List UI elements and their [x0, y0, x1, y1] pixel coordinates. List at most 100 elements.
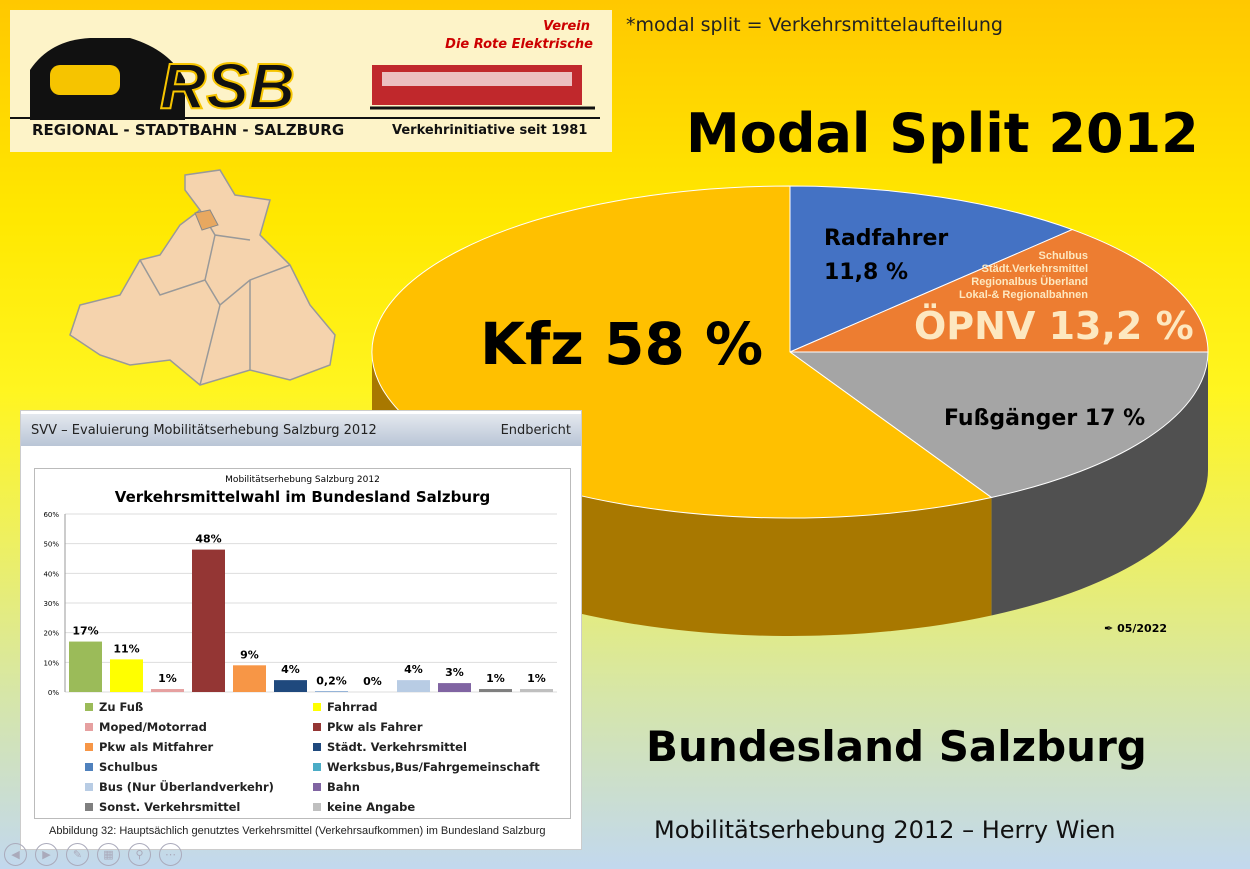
legend-item: Pkw als Fahrer	[313, 720, 423, 734]
legend-item: Sonst. Verkehrsmittel	[85, 800, 240, 814]
slideshow-nav: ◀ ▶ ✎ ▦ ⚲ ⋯	[4, 843, 182, 866]
slide-title: Modal Split 2012	[686, 102, 1199, 165]
pie-side-fußgänger	[991, 352, 1208, 616]
bar	[233, 665, 266, 692]
bar-data-label: 0%	[363, 675, 382, 688]
next-icon[interactable]: ▶	[35, 843, 58, 866]
bar-chart-box: Mobilitätserhebung Salzburg 2012 Verkehr…	[34, 468, 571, 819]
legend-item: Werksbus,Bus/Fahrgemeinschaft	[313, 760, 540, 774]
legend-item: Schulbus	[85, 760, 158, 774]
bar	[438, 683, 471, 692]
bar-data-label: 0,2%	[316, 674, 347, 687]
legend-swatch	[85, 743, 93, 751]
signature-date: ✒ 05/2022	[1104, 622, 1167, 635]
logo-tagline: Verkehrinitiative seit 1981	[392, 123, 587, 138]
bar	[479, 689, 512, 692]
legend-swatch	[313, 763, 321, 771]
logo-graphic: RSB Verein Die Rote Elektrische REGIONAL…	[10, 19, 600, 139]
region-title: Bundesland Salzburg	[646, 722, 1147, 771]
legend-label: Bus (Nur Überlandverkehr)	[99, 780, 274, 794]
legend-item: Bus (Nur Überlandverkehr)	[85, 780, 274, 794]
legend-swatch	[85, 803, 93, 811]
legend-label: keine Angabe	[327, 800, 416, 814]
logo-name: Die Rote Elektrische	[445, 37, 593, 52]
legend-item: keine Angabe	[313, 800, 415, 814]
legend-item: Pkw als Mitfahrer	[85, 740, 213, 754]
legend-item: Bahn	[313, 780, 360, 794]
oepnv-details: Schulbus Städt.Verkehrsmittel Regionalbu…	[908, 250, 1088, 302]
legend-swatch	[313, 743, 321, 751]
bar	[315, 691, 348, 692]
legend-label: Pkw als Mitfahrer	[99, 740, 214, 754]
y-tick-label: 0%	[48, 689, 59, 697]
logo-subtitle: REGIONAL - STADTBAHN - SALZBURG	[32, 121, 344, 139]
bar-data-label: 3%	[445, 666, 464, 679]
y-tick-label: 50%	[43, 541, 59, 549]
bar-chart-supertitle: Mobilitätserhebung Salzburg 2012	[225, 475, 380, 485]
legend-label: Sonst. Verkehrsmittel	[99, 800, 241, 814]
bar-chart-title: Verkehrsmittelwahl im Bundesland Salzbur…	[114, 488, 491, 506]
legend-swatch	[85, 723, 93, 731]
bar-chart: 0% 10% 20% 30% 40% 50% 60% 17% 11% 1% 48% 9% 4% 0,2% 0…	[43, 511, 557, 697]
legend-item: Moped/Motorrad	[85, 720, 207, 734]
y-tick-label: 10%	[43, 659, 59, 667]
bar-data-label: 9%	[240, 648, 259, 661]
oepnv-detail: Städt.Verkehrsmittel	[981, 263, 1088, 275]
legend-item: Städt. Verkehrsmittel	[313, 740, 467, 754]
legend-swatch	[85, 763, 93, 771]
legend-label: Werksbus,Bus/Fahrgemeinschaft	[327, 760, 540, 774]
logo-verein: Verein	[543, 19, 590, 34]
source-label: Mobilitätserhebung 2012 – Herry Wien	[654, 816, 1116, 844]
y-tick-label: 30%	[43, 600, 59, 608]
signature-icon: ✒	[1104, 622, 1114, 635]
legend-label: Bahn	[327, 780, 360, 794]
previous-icon[interactable]: ◀	[4, 843, 27, 866]
y-tick-label: 40%	[43, 570, 59, 578]
report-title: SVV – Evaluierung Mobilitätserhebung Sal…	[31, 422, 377, 438]
date-label: 05/2022	[1117, 622, 1168, 635]
salzburg-map	[69, 169, 336, 386]
pie-slice-öpnv	[789, 229, 1209, 353]
legend-label: Schulbus	[99, 760, 158, 774]
pie-value-radfahrer: 11,8 %	[824, 260, 908, 285]
pie-value-kfz: Kfz 58 %	[480, 310, 764, 378]
pen-icon[interactable]: ✎	[66, 843, 89, 866]
more-icon[interactable]: ⋯	[159, 843, 182, 866]
legend-swatch	[313, 703, 321, 711]
bar-data-label: 4%	[281, 663, 300, 676]
legend-label: Fahrrad	[327, 700, 378, 714]
legend-swatch	[313, 803, 321, 811]
modal-split-note: *modal split = Verkehrsmittelaufteilung	[626, 14, 1003, 36]
report-header: SVV – Evaluierung Mobilitätserhebung Sal…	[21, 414, 581, 446]
zoom-icon[interactable]: ⚲	[128, 843, 151, 866]
bar-data-label: 17%	[72, 625, 98, 638]
slides-icon[interactable]: ▦	[97, 843, 120, 866]
legend-label: Moped/Motorrad	[99, 720, 207, 734]
bar	[110, 659, 143, 692]
legend-item: Fahrrad	[313, 700, 377, 714]
legend-label: Zu Fuß	[99, 700, 144, 714]
bar-data-label: 1%	[527, 672, 546, 685]
bar-data-label: 4%	[404, 663, 423, 676]
bar	[151, 689, 184, 692]
pie-slice-fußgänger	[788, 351, 1209, 499]
logo-brand: RSB	[160, 50, 295, 122]
bar-data-label: 11%	[113, 642, 139, 655]
legend-swatch	[313, 723, 321, 731]
pie-slice-radfahrer	[789, 185, 1074, 353]
bar-data-label: 1%	[158, 672, 177, 685]
bar	[274, 680, 307, 692]
figure-caption: Abbildung 32: Hauptsächlich genutztes Ve…	[49, 825, 546, 837]
y-tick-label: 20%	[43, 630, 59, 638]
pie-label-radfahrer: Radfahrer	[824, 226, 949, 251]
legend-label: Pkw als Fahrer	[327, 720, 423, 734]
pie-value-oepnv: ÖPNV 13,2 %	[914, 304, 1194, 348]
report-label: Endbericht	[500, 422, 571, 438]
bar	[397, 680, 430, 692]
legend-item: Zu Fuß	[85, 700, 143, 714]
rsb-logo: RSB Verein Die Rote Elektrische REGIONAL…	[10, 10, 612, 152]
pie-value-fussgaenger: Fußgänger 17 %	[944, 406, 1146, 431]
bar	[69, 641, 102, 692]
bar	[520, 689, 553, 692]
oepnv-detail: Lokal-& Regionalbahnen	[959, 289, 1088, 301]
